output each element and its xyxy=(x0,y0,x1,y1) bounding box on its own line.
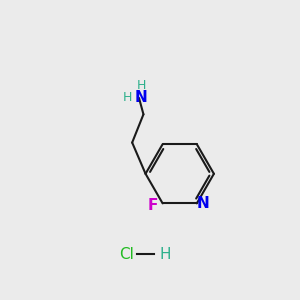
Text: Cl: Cl xyxy=(119,247,134,262)
Text: H: H xyxy=(137,79,146,92)
Text: F: F xyxy=(148,198,158,213)
Text: N: N xyxy=(135,90,148,105)
Text: H: H xyxy=(159,247,171,262)
Text: N: N xyxy=(197,196,210,211)
Text: H: H xyxy=(123,91,132,104)
